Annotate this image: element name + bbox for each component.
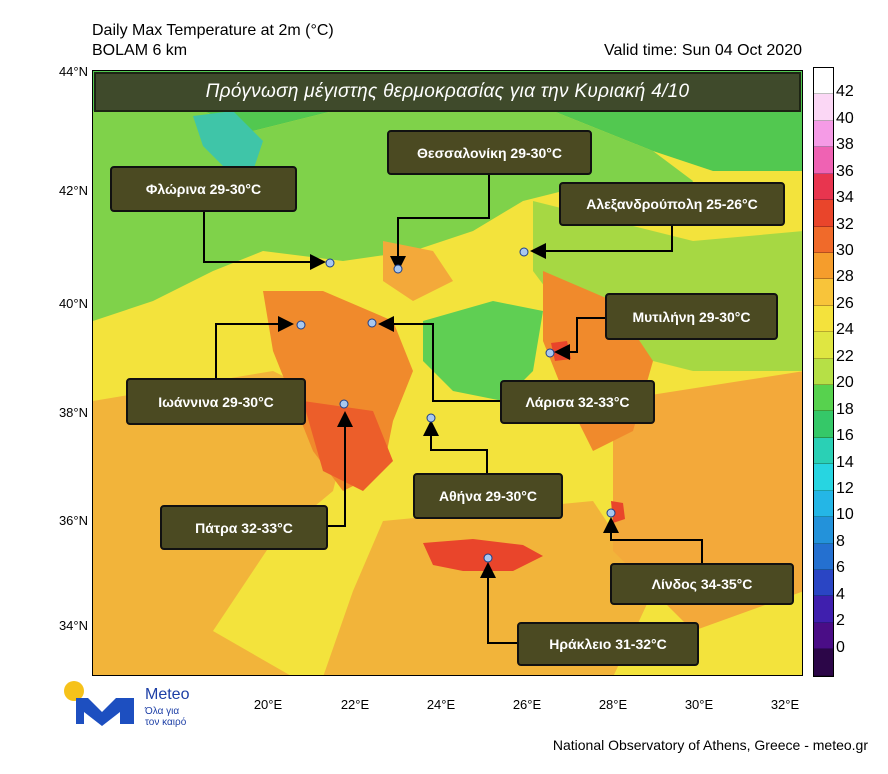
colorbar-label: 18 xyxy=(836,400,854,418)
label-athens: Αθήνα 29-30°C xyxy=(413,473,563,519)
colorbar-label: 24 xyxy=(836,321,854,339)
label-ioannina: Ιωάννινα 29-30°C xyxy=(126,378,306,425)
colorbar-label: 20 xyxy=(836,374,854,392)
colorbar-label: 2 xyxy=(836,612,845,630)
colorbar-label: 0 xyxy=(836,638,845,656)
colorbar-segment xyxy=(814,437,833,465)
colorbar-segment xyxy=(814,200,833,227)
colorbar-label: 30 xyxy=(836,242,854,260)
lat-label-44: 44°N xyxy=(58,64,88,79)
label-florina: Φλώρινα 29-30°C xyxy=(110,166,297,212)
forecast-banner: Πρόγνωση μέγιστης θερμοκρασίας για την Κ… xyxy=(94,72,801,112)
colorbar-label: 38 xyxy=(836,136,854,154)
meteo-logo xyxy=(62,678,142,726)
colorbar-label: 12 xyxy=(836,479,854,497)
lon-label-24: 24°E xyxy=(426,697,456,712)
lon-label-22: 22°E xyxy=(340,697,370,712)
colorbar-segment xyxy=(814,279,833,306)
colorbar-segment xyxy=(814,517,833,544)
label-alexandroupoli: Αλεξανδρούπολη 25-26°C xyxy=(559,182,785,226)
colorbar-label: 34 xyxy=(836,189,854,207)
colorbar xyxy=(813,67,834,677)
lat-label-34: 34°N xyxy=(58,618,88,633)
lon-label-32: 32°E xyxy=(770,697,800,712)
colorbar-segment xyxy=(814,622,833,650)
logo-name: Meteo xyxy=(145,686,190,703)
colorbar-label: 8 xyxy=(836,532,845,550)
colorbar-segment xyxy=(814,68,833,95)
colorbar-segment xyxy=(814,464,833,491)
label-patra: Πάτρα 32-33°C xyxy=(160,505,328,550)
logo-icon xyxy=(64,681,134,726)
label-mytilini: Μυτιλήνη 29-30°C xyxy=(605,293,778,340)
colorbar-label: 26 xyxy=(836,294,854,312)
colorbar-segment xyxy=(814,173,833,201)
colorbar-label: 42 xyxy=(836,83,854,101)
label-thessaloniki: Θεσσαλονίκη 29-30°C xyxy=(387,130,592,175)
colorbar-segment xyxy=(814,120,833,148)
lon-label-30: 30°E xyxy=(684,697,714,712)
colorbar-label: 28 xyxy=(836,268,854,286)
colorbar-segment xyxy=(814,649,833,676)
colorbar-label: 10 xyxy=(836,506,854,524)
lat-label-42: 42°N xyxy=(58,183,88,198)
colorbar-label: 14 xyxy=(836,453,854,471)
colorbar-segment xyxy=(814,596,833,623)
colorbar-label: 22 xyxy=(836,347,854,365)
model-name: BOLAM 6 km xyxy=(92,42,188,59)
lat-label-40: 40°N xyxy=(58,296,88,311)
colorbar-label: 16 xyxy=(836,427,854,445)
colorbar-segment xyxy=(814,226,833,253)
colorbar-label: 32 xyxy=(836,215,854,233)
valid-time: Valid time: Sun 04 Oct 2020 xyxy=(603,42,802,59)
colorbar-label: 40 xyxy=(836,109,854,127)
land-peloponnese xyxy=(303,401,393,491)
colorbar-segment xyxy=(814,385,833,412)
land-crete xyxy=(423,539,543,571)
colorbar-label: 4 xyxy=(836,585,845,603)
colorbar-segment xyxy=(814,252,833,280)
cold-mountains xyxy=(193,111,263,171)
logo-tagline-1: Όλα για xyxy=(145,706,180,717)
colorbar-label: 36 xyxy=(836,162,854,180)
lon-label-28: 28°E xyxy=(598,697,628,712)
logo-tagline-2: τον καιρό xyxy=(145,717,187,728)
label-heraklion: Ηράκλειο 31-32°C xyxy=(517,622,699,666)
lat-label-36: 36°N xyxy=(58,513,88,528)
colorbar-segment xyxy=(814,570,833,597)
colorbar-segment xyxy=(814,358,833,386)
logo-tagline: Όλα για τον καιρό xyxy=(145,706,186,728)
lon-label-20: 20°E xyxy=(253,697,283,712)
colorbar-segment xyxy=(814,147,833,174)
colorbar-segment xyxy=(814,332,833,359)
colorbar-segment xyxy=(814,490,833,518)
lat-label-38: 38°N xyxy=(58,405,88,420)
lon-label-26: 26°E xyxy=(512,697,542,712)
colorbar-segment xyxy=(814,305,833,333)
label-lindos: Λίνδος 34-35°C xyxy=(610,563,794,605)
colorbar-segment xyxy=(814,94,833,121)
chart-title: Daily Max Temperature at 2m (°C) xyxy=(92,22,334,39)
footer-credit: National Observatory of Athens, Greece -… xyxy=(552,737,868,753)
label-larisa: Λάρισα 32-33°C xyxy=(500,380,655,424)
colorbar-segment xyxy=(814,543,833,571)
colorbar-label: 6 xyxy=(836,559,845,577)
colorbar-segment xyxy=(814,411,833,438)
